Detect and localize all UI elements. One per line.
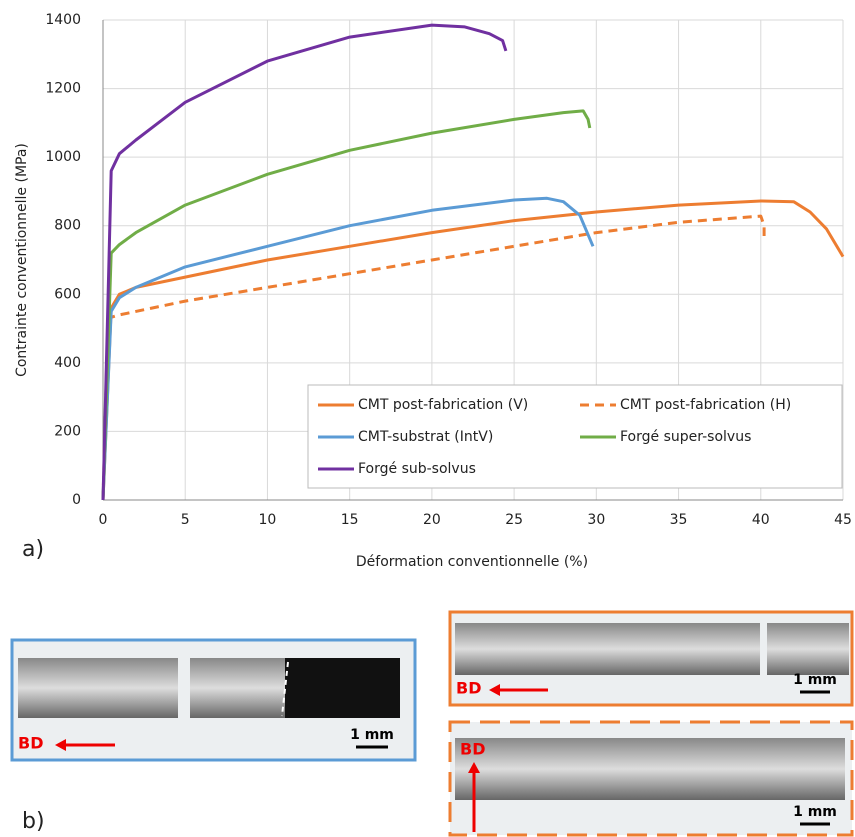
scale-label: 1 mm [793, 672, 837, 688]
x-tick-label: 0 [99, 512, 108, 528]
x-tick-label: 25 [505, 512, 523, 528]
x-tick-label: 35 [670, 512, 688, 528]
photo: BD 1 mm [10, 638, 417, 762]
scale-label: 1 mm [350, 727, 394, 743]
y-tick-label: 800 [54, 218, 81, 234]
legend: CMT post-fabrication (V) CMT post-fabrica… [307, 384, 843, 489]
series-line [101, 196, 595, 501]
series-line [101, 214, 766, 501]
y-tick-label: 1200 [45, 81, 81, 97]
y-tick-label: 400 [54, 355, 81, 371]
y-tick-label: 1000 [45, 149, 81, 165]
panel-label: b) [22, 809, 45, 834]
direction-label: BD [18, 734, 43, 753]
x-tick-label: 20 [423, 512, 441, 528]
y-tick-label: 1400 [45, 12, 81, 28]
legend-label: Forgé super-solvus [620, 429, 751, 445]
legend-label: CMT post-fabrication (H) [620, 397, 791, 413]
scale-label: 1 mm [793, 804, 837, 820]
y-tick-label: 0 [72, 492, 81, 508]
x-tick-label: 10 [259, 512, 277, 528]
legend-label: CMT-substrat (IntV) [358, 429, 493, 445]
photo: BD 1 mm [448, 720, 854, 837]
x-axis-label: Déformation conventionnelle (%) [356, 554, 588, 570]
x-tick-label: 45 [834, 512, 852, 528]
direction-label: BD [460, 740, 485, 759]
direction-label: BD [456, 679, 481, 698]
series-line [101, 109, 592, 501]
x-tick-label: 5 [181, 512, 190, 528]
x-tick-label: 40 [752, 512, 770, 528]
series-line [101, 23, 508, 501]
x-tick-label: 15 [341, 512, 359, 528]
legend-label: Forgé sub-solvus [358, 461, 476, 477]
y-tick-label: 600 [54, 286, 81, 302]
legend-label: CMT post-fabrication (V) [358, 397, 528, 413]
legend-box [307, 384, 843, 489]
x-tick-label: 30 [587, 512, 605, 528]
y-tick-label: 200 [54, 423, 81, 439]
y-axis-label: Contrainte conventionnelle (MPa) [14, 143, 30, 377]
photo: BD 1 mm [448, 610, 854, 707]
panel-label: a) [22, 537, 44, 562]
